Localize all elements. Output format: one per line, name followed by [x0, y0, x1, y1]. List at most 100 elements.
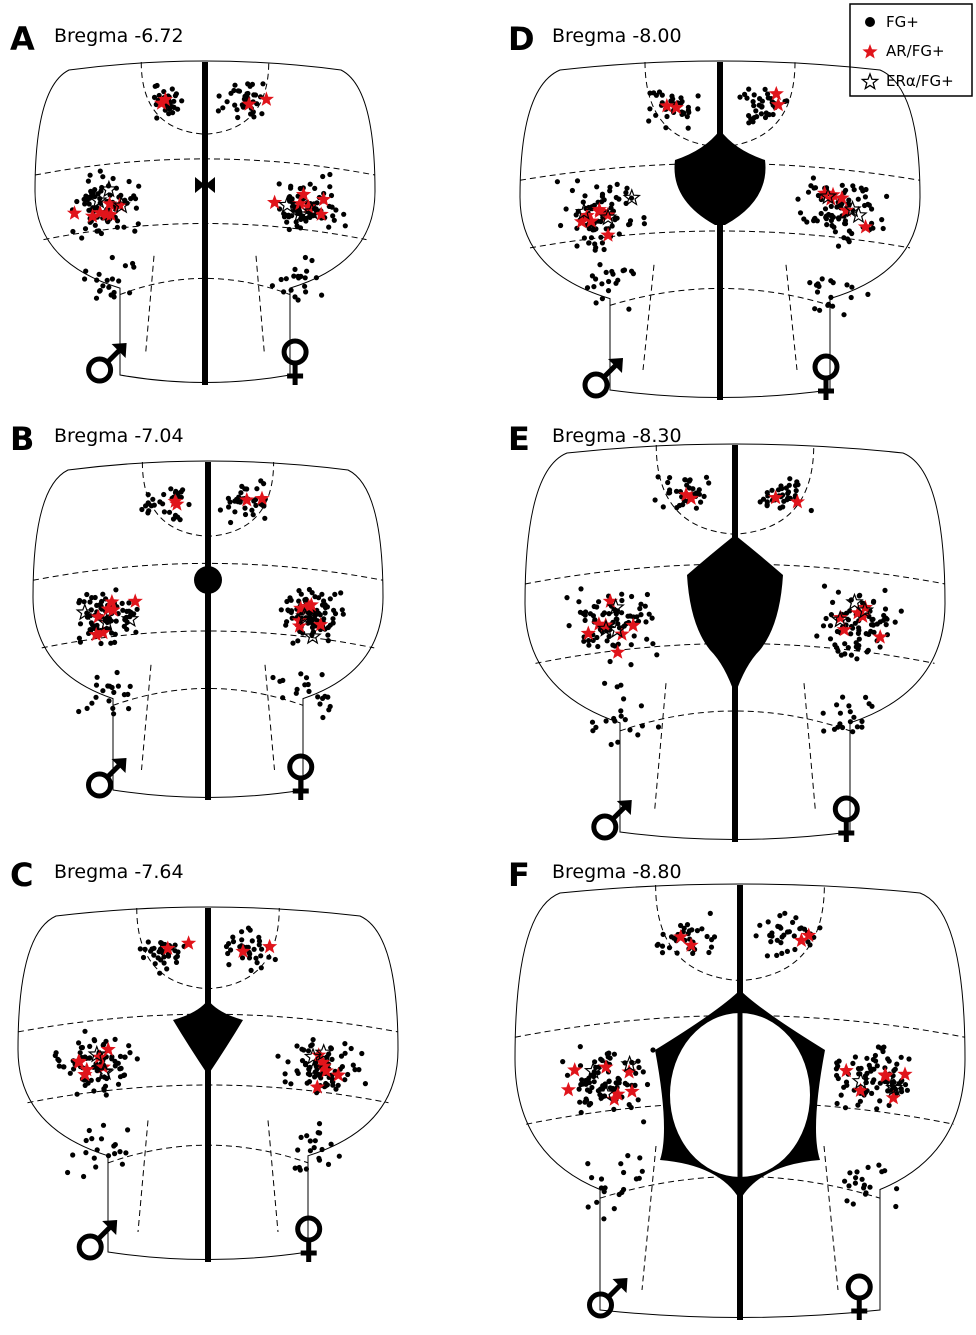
fg-cell — [656, 474, 661, 479]
fg-cell — [862, 203, 867, 208]
legend-label: ERα/FG+ — [886, 72, 954, 90]
fg-cell — [605, 638, 610, 643]
fg-cell — [113, 1037, 118, 1042]
fg-cell — [836, 590, 841, 595]
fg-cell — [650, 1047, 655, 1052]
fg-cell — [854, 644, 859, 649]
fg-cell — [593, 245, 598, 250]
fg-cell — [83, 226, 88, 231]
fg-cell — [656, 724, 661, 729]
fg-cell — [248, 84, 253, 89]
fg-cell — [168, 486, 173, 491]
fg-cell — [608, 1056, 613, 1061]
fg-cell — [706, 950, 711, 955]
fg-cell — [249, 968, 254, 973]
female-symbol — [293, 778, 309, 800]
fg-cell — [107, 684, 112, 689]
fg-cell — [821, 711, 826, 716]
fg-cell — [832, 642, 837, 647]
fg-cell — [615, 182, 620, 187]
fg-cell — [128, 684, 133, 689]
fg-cell — [320, 715, 325, 720]
panel-letter: E — [508, 420, 530, 458]
fg-cell — [238, 490, 243, 495]
fg-cell — [328, 704, 333, 709]
fg-cell — [252, 947, 257, 952]
fg-cell — [873, 1053, 878, 1058]
fg-cell — [853, 1175, 858, 1180]
fg-cell — [774, 953, 779, 958]
fg-cell — [558, 223, 563, 228]
fg-cell — [123, 1150, 128, 1155]
fg-cell — [101, 1086, 106, 1091]
fg-cell — [586, 240, 591, 245]
fg-cell — [629, 1105, 634, 1110]
fg-cell — [578, 1044, 583, 1049]
female-symbol — [835, 798, 857, 820]
fg-cell — [98, 169, 103, 174]
fg-cell — [674, 489, 679, 494]
fg-cell — [608, 659, 613, 664]
fg-cell — [363, 1081, 368, 1086]
fg-cell — [246, 926, 251, 931]
fg-cell — [690, 486, 695, 491]
fg-cell — [675, 950, 680, 955]
fg-cell — [339, 1054, 344, 1059]
fg-cell — [179, 98, 184, 103]
fg-cell — [809, 508, 814, 513]
fg-cell — [627, 727, 632, 732]
fg-cell — [299, 1047, 304, 1052]
fg-cell — [678, 95, 683, 100]
fg-cell — [242, 486, 247, 491]
fg-cell — [667, 475, 672, 480]
fg-cell — [174, 960, 179, 965]
fg-cell — [172, 948, 177, 953]
fg-cell — [312, 1074, 317, 1079]
fg-cell — [95, 1147, 100, 1152]
fg-cell — [286, 608, 291, 613]
fg-cell — [595, 644, 600, 649]
fg-cell — [841, 1085, 846, 1090]
fg-cell — [235, 115, 240, 120]
fg-cell — [863, 1190, 868, 1195]
fg-cell — [871, 600, 876, 605]
fg-cell — [253, 956, 258, 961]
fg-cell — [863, 695, 868, 700]
fg-cell — [769, 488, 774, 493]
fg-cell — [654, 652, 659, 657]
fg-cell — [84, 1138, 89, 1143]
fg-cell — [822, 584, 827, 589]
fg-cell — [623, 1081, 628, 1086]
fg-cell — [645, 592, 650, 597]
fg-cell — [574, 212, 579, 217]
fg-cell — [220, 105, 225, 110]
panel-letter: C — [10, 856, 33, 894]
fg-cell — [794, 488, 799, 493]
fg-cell — [606, 1051, 611, 1056]
fg-cell — [303, 1061, 308, 1066]
fg-cell — [135, 607, 140, 612]
fg-cell — [899, 1055, 904, 1060]
fg-cell — [296, 274, 301, 279]
fg-cell — [852, 187, 857, 192]
fg-cell — [641, 215, 646, 220]
fg-cell — [154, 115, 159, 120]
fg-cell — [228, 91, 233, 96]
fg-cell — [89, 701, 94, 706]
fg-cell — [95, 675, 100, 680]
fg-cell — [615, 684, 620, 689]
fg-cell — [125, 1127, 130, 1132]
fg-cell — [288, 184, 293, 189]
fg-cell — [848, 631, 853, 636]
fg-cell — [156, 955, 161, 960]
fg-cell — [226, 962, 231, 967]
fg-cell — [581, 200, 586, 205]
fg-cell — [331, 608, 336, 613]
fg-cell — [259, 111, 264, 116]
fg-cell — [602, 681, 607, 686]
fg-cell — [905, 1088, 910, 1093]
fg-cell — [839, 653, 844, 658]
fg-cell — [131, 265, 136, 270]
ar-cell — [897, 1066, 912, 1080]
fg-cell — [75, 1092, 80, 1097]
